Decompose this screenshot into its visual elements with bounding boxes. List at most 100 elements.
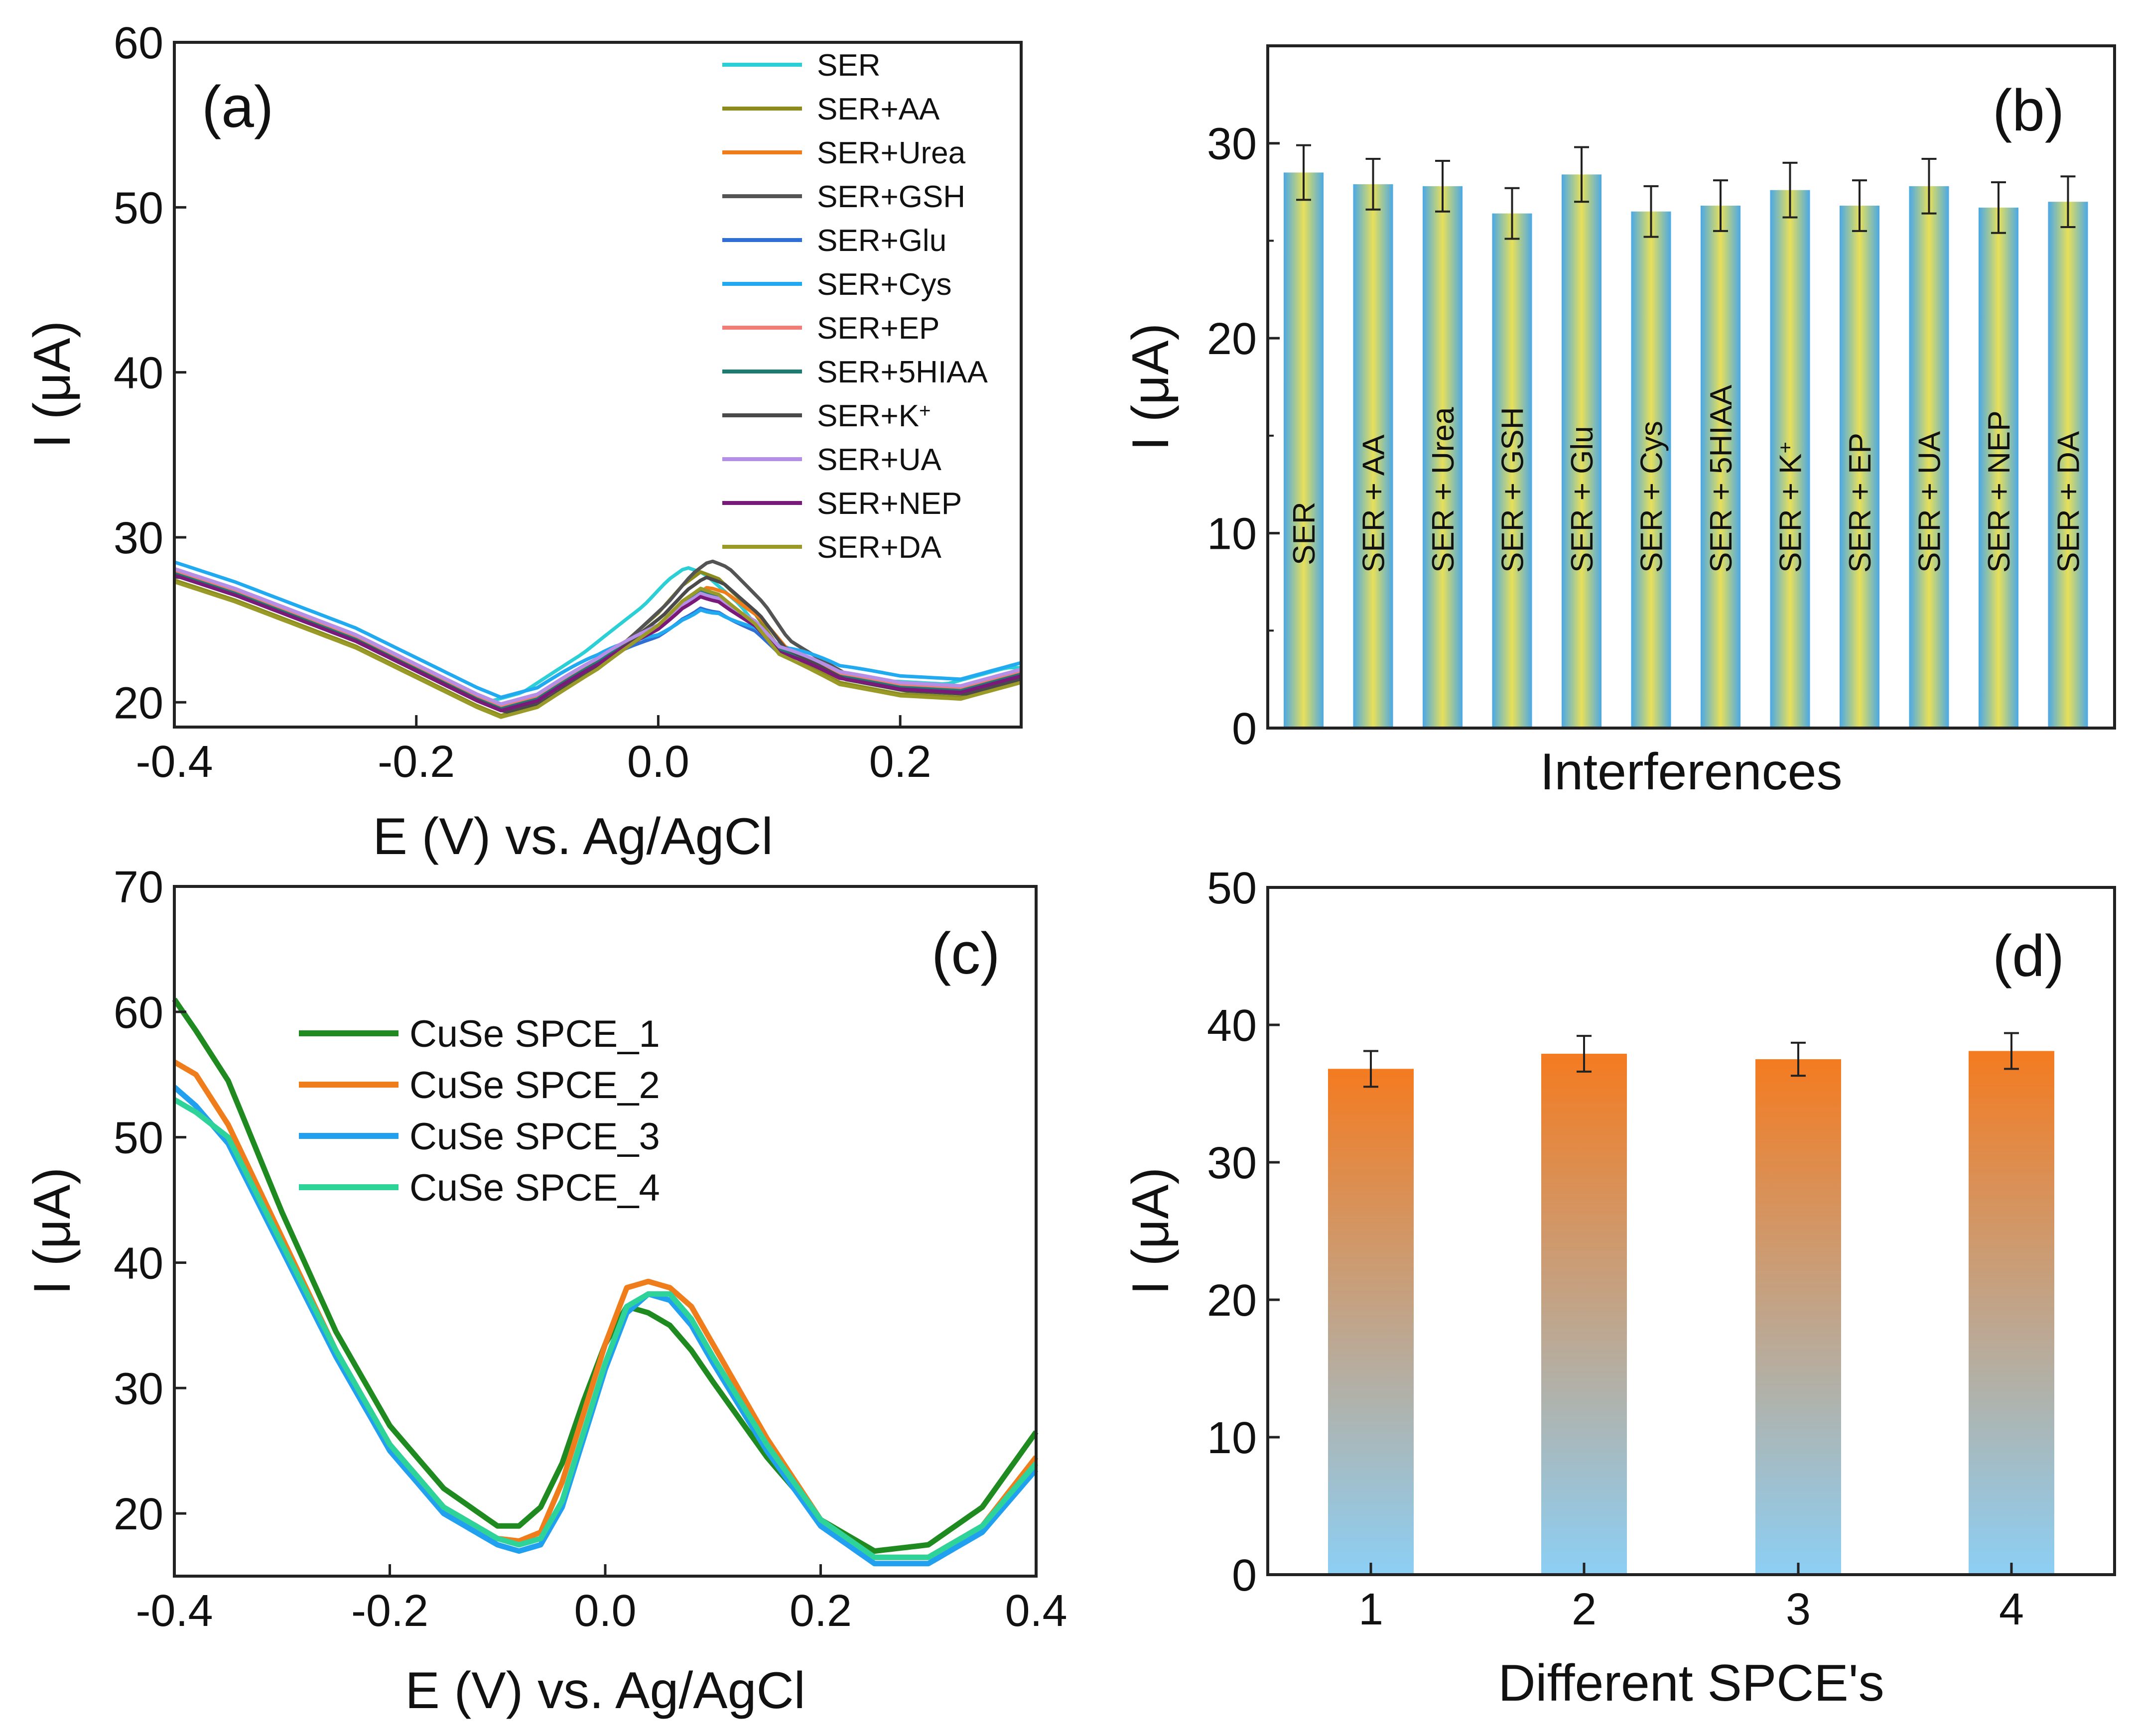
panel-a-legend-label-text: SER+EP <box>817 311 939 346</box>
panel-a-ticks: -0.4 -0.2 0.0 0.2 20 30 40 50 60 <box>114 18 932 787</box>
panel-b-bar-label-text: SER + AA <box>1357 434 1391 573</box>
panel-b-bar-label: SER + K+ <box>1774 442 1808 573</box>
panel-a-ytick-label: 20 <box>114 678 163 728</box>
panel-a-legend-label: SER+5HIAA <box>817 355 988 389</box>
panel-d-bar <box>1328 1069 1414 1575</box>
panel-b-bar-label: SER + Urea <box>1426 407 1461 573</box>
panel-a-legend-label: SER+UA <box>817 443 941 477</box>
panel-b-bar-label: SER + UA <box>1913 431 1947 573</box>
panel-b-bar-label-text: SER + EP <box>1843 433 1877 573</box>
panel-a-xtick-label: 0.0 <box>627 737 689 787</box>
panel-c-xtick-label: 0.2 <box>790 1586 852 1636</box>
panel-b-bar-label: SER + DA <box>2052 431 2086 573</box>
panel-a-xtick-label: -0.2 <box>378 737 455 787</box>
panel-a-legend-label-text: SER+Cys <box>817 267 951 302</box>
panel-a-legend-label: SER+NEP <box>817 487 962 521</box>
panel-a-legend-label: SER+DA <box>817 530 941 565</box>
panel-c-ytick-label: 50 <box>114 1114 163 1163</box>
panel-b: SER SER + AA SER + Urea SER + GSH SER + Glu S… <box>1122 44 2116 801</box>
panel-c-ticks: -0.4 -0.2 0.0 0.2 0.4 20 30 40 50 60 70 <box>114 863 1067 1636</box>
panel-c-ytick-label: 20 <box>114 1489 163 1539</box>
panel-b-bar-label: SER + AA <box>1357 434 1391 573</box>
panel-b-bar <box>2048 202 2088 729</box>
panel-b-bar-label-text: SER + DA <box>2052 431 2086 573</box>
panel-c-frame <box>173 885 1038 1578</box>
panel-b-bar <box>1840 205 1879 728</box>
panel-d-xtick-label: 2 <box>1572 1585 1597 1634</box>
panel-a-legend-label-text: SER+NEP <box>817 487 962 521</box>
panel-d-bars <box>1328 1032 2054 1575</box>
panel-a-plot: -0.4 -0.2 0.0 0.2 20 30 40 50 60 <box>114 18 1023 787</box>
panel-d-bar <box>1541 1053 1627 1575</box>
panel-c: -0.4 -0.2 0.0 0.2 0.4 20 30 40 50 60 70 CuSe SPCE_… <box>23 863 1067 1720</box>
panel-a-legend-label-text: SER+GSH <box>817 180 965 214</box>
panel-a-legend-label-text: SER+DA <box>817 530 941 565</box>
panel-d-ylabel: I (μA) <box>1122 1167 1180 1295</box>
panel-b-bar-label: SER + NEP <box>1982 410 2016 573</box>
panel-a-ylabel: I (μA) <box>23 321 81 448</box>
panel-c-ytick-label: 60 <box>114 988 163 1038</box>
panel-b-bar <box>1492 213 1532 729</box>
panel-c-series-line <box>173 1097 1039 1560</box>
panel-a-series-group <box>173 559 1022 719</box>
panel-a-legend-label-text: SER+5HIAA <box>817 355 988 389</box>
panel-a-legend-label-text: SER+Urea <box>817 136 966 170</box>
panel-d-ytick-label: 40 <box>1207 1001 1257 1051</box>
panel-b-bar <box>1284 172 1324 728</box>
panel-b-bar-label-text: SER + K <box>1774 454 1808 573</box>
panel-c-legend: CuSe SPCE_1 CuSe SPCE_2 CuSe SPCE_3 CuSe SP… <box>299 1013 660 1209</box>
panel-a-legend-label: SER+Urea <box>817 136 966 170</box>
panel-c-xtick-label: 0.0 <box>574 1586 636 1636</box>
panel-a-legend: SER SER+AA SER+Urea SER+GSH SER+Glu SER+Cys SE… <box>722 48 988 565</box>
panel-a-series-line <box>173 567 1022 706</box>
panel-a-legend-label-superscript: + <box>919 399 931 422</box>
panel-a-series-line <box>173 560 1022 699</box>
panel-b-bar-label: SER + Cys <box>1635 421 1669 573</box>
panel-a-legend-label: SER+K+ <box>817 399 931 433</box>
panel-d-ytick-label: 10 <box>1207 1413 1257 1463</box>
panel-a-legend-label: SER+AA <box>817 92 940 126</box>
panel-a-series-line <box>173 580 1022 719</box>
panel-c-xtick-label: -0.4 <box>135 1586 213 1636</box>
panel-b-xlabel: Interferences <box>1540 743 1843 801</box>
panel-a: -0.4 -0.2 0.0 0.2 20 30 40 50 60 SER SER+AA SER+Ur… <box>23 18 1023 866</box>
panel-b-bar <box>1631 211 1671 728</box>
panel-b-bar <box>1979 207 2018 728</box>
panel-b-frame <box>1266 44 2116 730</box>
panel-b-bar-label: SER + EP <box>1843 433 1877 573</box>
panel-d-xtick-label: 4 <box>1999 1585 2024 1634</box>
panel-b-bar <box>1701 205 1740 728</box>
panel-a-legend-label: SER+Glu <box>817 224 946 258</box>
panel-b-bar-label: SER + 5HIAA <box>1704 384 1738 573</box>
panel-b-ytick-label: 20 <box>1207 314 1257 364</box>
panel-c-ytick-label: 40 <box>114 1239 163 1288</box>
panel-a-legend-label: SER <box>817 48 880 83</box>
panel-b-ytick-label: 30 <box>1207 120 1257 169</box>
panel-b-ytick-label: 10 <box>1207 509 1257 559</box>
panel-a-legend-label-text: SER+UA <box>817 443 941 477</box>
panel-d-xtick-label: 3 <box>1786 1585 1811 1634</box>
panel-b-bar-label: SER + GSH <box>1496 407 1530 573</box>
panel-b-label: (b) <box>1993 78 2064 143</box>
panel-a-label: (a) <box>202 74 273 140</box>
panel-c-legend-label: CuSe SPCE_3 <box>409 1116 660 1158</box>
panel-a-xtick-label: 0.2 <box>869 737 932 787</box>
panel-c-ytick-label: 70 <box>114 863 163 912</box>
panel-c-xtick-label: -0.2 <box>351 1586 428 1636</box>
panel-b-bar <box>1770 190 1810 729</box>
panel-b-bar <box>1562 174 1601 728</box>
panel-a-legend-label-text: SER+Glu <box>817 224 946 258</box>
panel-c-ylabel: I (μA) <box>23 1167 81 1295</box>
panel-a-legend-label-text: SER+K <box>817 399 919 433</box>
panel-a-legend-label: SER+Cys <box>817 267 951 302</box>
panel-b-bar <box>1423 186 1463 728</box>
panel-c-xlabel: E (V) vs. Ag/AgCl <box>405 1662 805 1720</box>
panel-a-frame <box>173 41 1023 729</box>
panel-d-label: (d) <box>1993 923 2064 989</box>
panel-b-ylabel: I (μA) <box>1122 323 1180 451</box>
panel-b-bar-label-superscript: + <box>1774 442 1796 454</box>
panel-b-bar-label-text: SER + UA <box>1913 431 1947 573</box>
panel-d-bar <box>1969 1051 2054 1575</box>
